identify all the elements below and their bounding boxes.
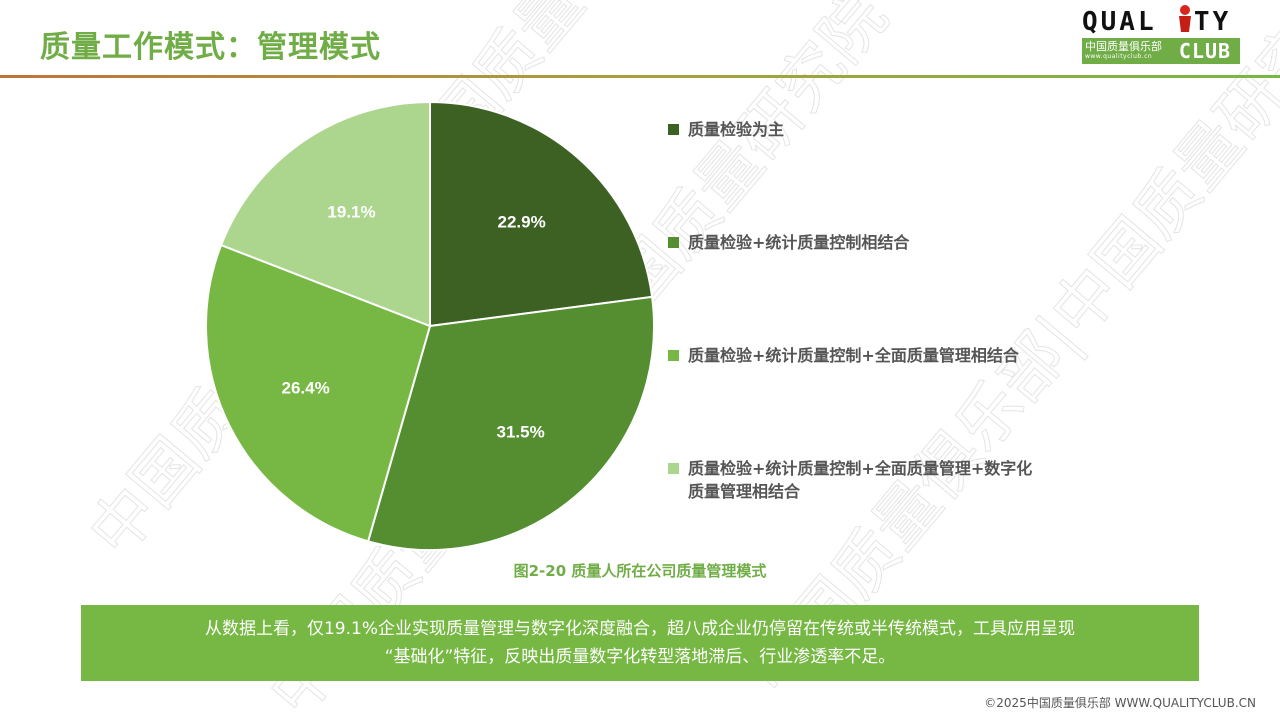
legend-item: 质量检验+统计质量控制+全面质量管理+数字化 质量管理相结合 xyxy=(668,457,1088,503)
summary-box: 从数据上看，仅19.1%企业实现质量管理与数字化深度融合，超八成企业仍停留在传统… xyxy=(81,605,1199,681)
summary-line: 从数据上看，仅19.1%企业实现质量管理与数字化深度融合，超八成企业仍停留在传统… xyxy=(204,619,1075,639)
pie-slice xyxy=(366,295,655,551)
header-divider xyxy=(0,75,1280,78)
logo-wordmark: QUAL TY xyxy=(1082,5,1240,38)
pie-chart: 22.9% 31.5% 26.4% 19.1% xyxy=(205,100,655,551)
slice-label: 22.9% xyxy=(497,213,545,232)
logo-banner: 中国质量俱乐部 www.qualityclub.cn CLUB xyxy=(1082,38,1240,64)
slice-label: 31.5% xyxy=(496,422,544,441)
legend-item: 质量检验为主 xyxy=(668,118,1088,141)
person-pin-icon xyxy=(1179,5,1191,32)
pie-slice xyxy=(205,243,432,543)
legend-item: 质量检验+统计质量控制相结合 xyxy=(668,231,1088,254)
footer-copyright: ©2025中国质量俱乐部 WWW.QUALITYCLUB.CN xyxy=(984,696,1256,710)
pie-slice xyxy=(219,100,431,328)
legend-item: 质量检验+统计质量控制+全面质量管理相结合 xyxy=(668,344,1088,367)
slice-label: 19.1% xyxy=(327,202,375,221)
legend-swatch xyxy=(668,124,679,135)
figure-caption: 图2-20 质量人所在公司质量管理模式 xyxy=(513,562,767,580)
quality-club-logo: QUAL TY 中国质量俱乐部 www.qualityclub.cn CLUB xyxy=(1082,5,1240,74)
legend-swatch xyxy=(668,463,679,474)
page-title: 质量工作模式：管理模式 xyxy=(40,30,381,65)
summary-line: “基础化”特征，反映出质量数字化转型落地滞后、行业渗透率不足。 xyxy=(384,647,896,667)
legend-swatch xyxy=(668,350,679,361)
legend-swatch xyxy=(668,237,679,248)
pie-slice xyxy=(429,100,654,328)
slice-label: 26.4% xyxy=(281,379,329,398)
